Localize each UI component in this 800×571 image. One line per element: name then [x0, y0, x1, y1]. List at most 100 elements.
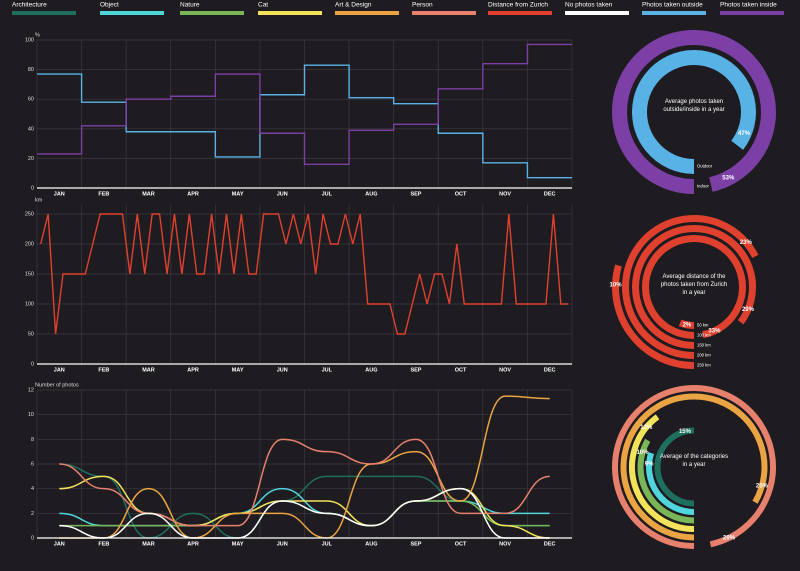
x-tick-label: AUG	[365, 367, 377, 373]
ring-value-label: 15%	[679, 429, 692, 435]
y-tick-label: 50	[28, 331, 34, 337]
x-tick-label: NOV	[499, 541, 511, 547]
y-axis-label: Number of photos	[35, 382, 79, 388]
x-tick-label: MAR	[142, 367, 155, 373]
y-tick-label: 250	[25, 211, 34, 217]
x-tick-label: JUL	[322, 191, 333, 197]
ring-arc	[637, 438, 695, 524]
ring-arc	[646, 452, 695, 515]
ring-title: Average distance of the photos taken fro…	[660, 274, 728, 296]
y-axis-label: %	[35, 32, 40, 38]
ring-name: 100 km	[697, 333, 711, 338]
y-tick-label: 100	[25, 37, 34, 43]
ring-name: 50 km	[697, 323, 709, 328]
ring-name: Outdoor	[697, 164, 713, 169]
series-line	[59, 438, 550, 527]
legend-swatch	[12, 11, 76, 15]
legend-swatch	[488, 11, 552, 15]
ring-name: 250 km	[697, 363, 711, 368]
x-tick-label: MAR	[142, 541, 155, 547]
y-tick-label: 0	[31, 361, 34, 367]
x-tick-label: DEC	[544, 191, 556, 197]
legend-label: Distance from Zurich	[488, 2, 548, 9]
y-tick-label: 10	[28, 412, 34, 418]
legend-swatch	[720, 11, 784, 15]
x-tick-label: JAN	[54, 367, 65, 373]
y-tick-label: 150	[25, 271, 34, 277]
y-tick-label: 200	[25, 241, 34, 247]
ring-value-label: 25%	[756, 484, 769, 490]
ring-value-label: 29%	[723, 535, 736, 541]
ring-arc	[612, 264, 695, 369]
x-tick-label: OCT	[455, 191, 467, 197]
x-tick-label: JUN	[277, 541, 288, 547]
ring-name: 150 km	[697, 343, 711, 348]
x-tick-label: OCT	[455, 541, 467, 547]
x-tick-label: SEP	[410, 191, 421, 197]
y-tick-label: 20	[28, 156, 34, 162]
series-line	[59, 487, 550, 539]
ring-value-label: 47%	[738, 131, 751, 137]
ring-name: Indoor	[697, 184, 709, 189]
ring-arc	[642, 235, 746, 339]
ring-arc	[654, 427, 695, 507]
x-tick-label: MAY	[232, 191, 244, 197]
legend-swatch	[100, 11, 164, 15]
ring-value-label: 29%	[742, 307, 755, 313]
legend-swatch	[258, 11, 322, 15]
x-tick-label: AUG	[365, 541, 377, 547]
x-tick-label: SEP	[410, 367, 421, 373]
y-tick-label: 40	[28, 126, 34, 132]
x-tick-label: JUL	[322, 367, 333, 373]
ring-value-label: 23%	[740, 240, 753, 246]
series-line	[37, 43, 572, 166]
y-tick-label: 4	[31, 486, 34, 492]
legend-swatch	[412, 11, 476, 15]
ring-value-label: 9%	[645, 462, 654, 468]
legend-label: Person	[412, 2, 433, 9]
x-tick-label: JAN	[54, 541, 65, 547]
x-tick-label: AUG	[365, 191, 377, 197]
y-tick-label: 0	[31, 535, 34, 541]
legend-swatch	[565, 11, 629, 15]
legend-swatch	[335, 11, 399, 15]
y-tick-label: 6	[31, 461, 34, 467]
x-tick-label: MAR	[142, 191, 155, 197]
x-tick-label: DEC	[544, 541, 556, 547]
y-tick-label: 2	[31, 511, 34, 517]
x-tick-label: MAY	[232, 367, 244, 373]
y-tick-label: 12	[28, 387, 34, 393]
ring-arc	[632, 225, 756, 349]
ring-arc	[622, 215, 759, 359]
x-tick-label: JUL	[322, 541, 333, 547]
y-tick-label: 8	[31, 437, 34, 443]
legend-swatch	[642, 11, 706, 15]
x-tick-label: FEB	[98, 541, 109, 547]
legend-label: Nature	[180, 2, 200, 9]
x-tick-label: OCT	[455, 367, 467, 373]
legend-label: Object	[100, 2, 119, 9]
x-tick-label: APR	[187, 367, 199, 373]
ring-value-label: 12%	[640, 425, 653, 431]
ring-name: 200 km	[697, 353, 711, 358]
ring-arc	[620, 393, 768, 541]
ring-title: Average of the categories in a year	[659, 454, 729, 468]
legend-label: Photos taken outside	[642, 2, 703, 9]
ring-arc	[629, 414, 695, 532]
series-line	[40, 213, 569, 335]
x-tick-label: FEB	[98, 367, 109, 373]
ring-value-label: 2%	[683, 322, 692, 328]
legend-label: Cat	[258, 2, 268, 9]
y-tick-label: 60	[28, 97, 34, 103]
legend-label: No photos taken	[565, 2, 613, 9]
x-tick-label: APR	[187, 541, 199, 547]
x-tick-label: NOV	[499, 191, 511, 197]
center-title-box: Average photos taken outside/inside in a…	[663, 99, 724, 113]
ring-arc	[678, 319, 695, 329]
x-tick-label: JAN	[54, 191, 65, 197]
x-tick-label: JUN	[277, 367, 288, 373]
x-tick-label: DEC	[544, 367, 556, 373]
x-tick-label: MAY	[232, 541, 244, 547]
x-tick-label: SEP	[410, 541, 421, 547]
